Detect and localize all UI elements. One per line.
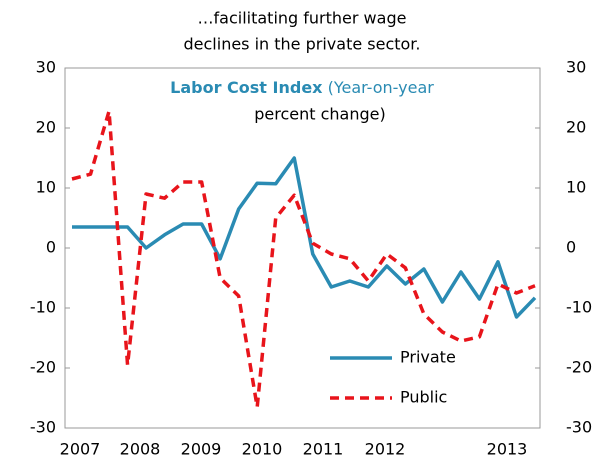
series-line bbox=[72, 156, 537, 319]
y-tick-label: -30 bbox=[30, 418, 56, 437]
legend-label: Public bbox=[400, 388, 447, 407]
annotation-bold: Labor Cost Index bbox=[170, 78, 323, 97]
y-tick-label: -20 bbox=[30, 358, 56, 377]
y2-tick-label: 0 bbox=[566, 238, 576, 257]
y2-tick-label: 10 bbox=[566, 178, 586, 197]
x-tick-label: 2008 bbox=[120, 440, 161, 459]
chart-title: …facilitating further wage bbox=[198, 9, 407, 28]
x-tick-label: 2011 bbox=[303, 440, 344, 459]
y2-tick-label: 30 bbox=[566, 58, 586, 77]
annotation-text: percent change) bbox=[254, 105, 386, 124]
legend-label: Private bbox=[400, 348, 456, 367]
y-tick-label: 20 bbox=[36, 118, 56, 137]
y-tick-label: 0 bbox=[46, 238, 56, 257]
y2-tick-label: -20 bbox=[566, 358, 592, 377]
y2-tick-label: -10 bbox=[566, 298, 592, 317]
y2-tick-label: -30 bbox=[566, 418, 592, 437]
series-line bbox=[71, 109, 536, 409]
x-tick-label: 2010 bbox=[242, 440, 283, 459]
x-tick-label: 2012 bbox=[365, 440, 406, 459]
annotation-text: (Year-on-year bbox=[328, 78, 435, 97]
x-tick-label: 2007 bbox=[60, 440, 101, 459]
y-tick-label: -10 bbox=[30, 298, 56, 317]
y2-tick-label: 20 bbox=[566, 118, 586, 137]
y-tick-label: 30 bbox=[36, 58, 56, 77]
y-tick-label: 10 bbox=[36, 178, 56, 197]
annotation: Labor Cost Index (Year-on-year bbox=[170, 78, 434, 97]
x-tick-label: 2009 bbox=[181, 440, 222, 459]
x-tick-label: 2013 bbox=[487, 440, 528, 459]
chart-title: declines in the private sector. bbox=[184, 35, 421, 54]
